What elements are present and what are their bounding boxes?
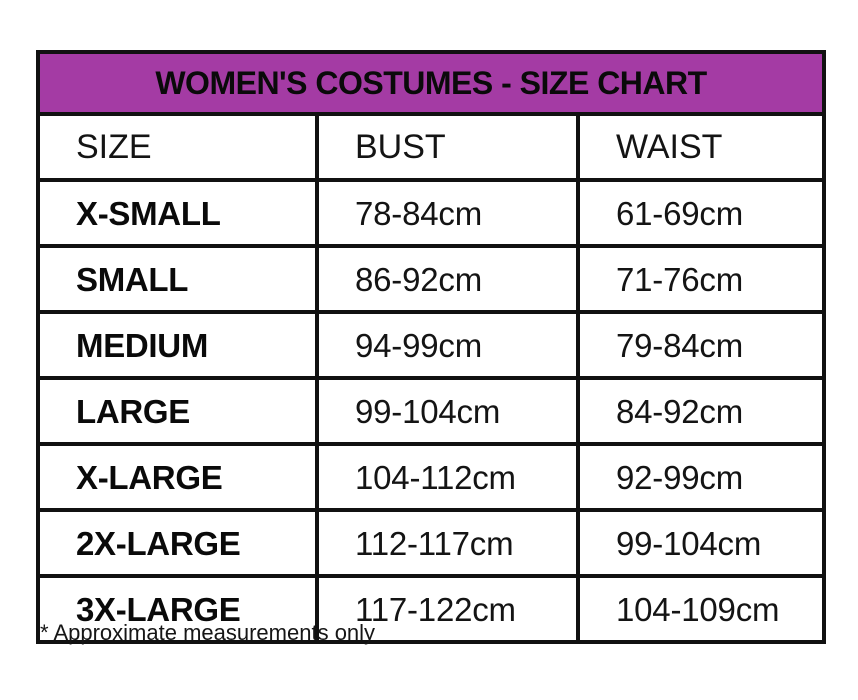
row-size-label: 3X-LARGE [76, 590, 241, 628]
row-size-label: 2X-LARGE [76, 524, 241, 562]
row-bust-value: 112-117cm [355, 524, 514, 562]
row-waist-cell: 71-76cm [578, 246, 825, 314]
row-size-cell: SMALL [38, 246, 319, 314]
row-size-label: LARGE [76, 392, 191, 430]
row-bust-value: 99-104cm [355, 392, 501, 430]
column-header-row: SIZE BUST WAIST [38, 114, 825, 182]
row-size-cell: X-SMALL [38, 180, 319, 248]
row-bust-cell: 112-117cm [317, 510, 580, 578]
column-header-size-cell: SIZE [38, 114, 319, 182]
row-bust-value: 104-112cm [355, 458, 516, 496]
chart-title-banner-row: WOMEN'S COSTUMES - SIZE CHART [38, 52, 825, 116]
row-size-label: X-LARGE [76, 458, 223, 496]
row-size-label: MEDIUM [76, 326, 209, 364]
chart-title-banner-cell: WOMEN'S COSTUMES - SIZE CHART [38, 52, 825, 116]
chart-title: WOMEN'S COSTUMES - SIZE CHART [155, 65, 707, 101]
row-bust-cell: 117-122cm [317, 576, 580, 642]
row-waist-value: 61-69cm [616, 194, 743, 232]
row-size-cell: X-LARGE [38, 444, 319, 512]
row-waist-cell: 104-109cm [578, 576, 825, 642]
row-size-label: SMALL [76, 260, 189, 298]
row-waist-cell: 92-99cm [578, 444, 825, 512]
row-bust-value: 94-99cm [355, 326, 482, 364]
row-waist-cell: 61-69cm [578, 180, 825, 248]
column-header-size: SIZE [76, 128, 152, 166]
row-bust-cell: 78-84cm [317, 180, 580, 248]
row-waist-cell: 84-92cm [578, 378, 825, 446]
row-bust-value: 117-122cm [355, 590, 516, 628]
row-waist-value: 99-104cm [616, 524, 762, 562]
row-bust-value: 78-84cm [355, 194, 482, 232]
measurements-footnote: * Approximate measurements only [40, 620, 376, 645]
row-waist-value: 79-84cm [616, 326, 743, 364]
column-header-bust: BUST [355, 128, 446, 166]
row-size-cell: MEDIUM [38, 312, 319, 380]
table-row: 3X-LARGE 117-122cm 104-109cm [38, 576, 825, 642]
table-row: X-LARGE 104-112cm 92-99cm [38, 444, 825, 512]
column-header-waist: WAIST [616, 128, 723, 166]
row-size-cell: LARGE [38, 378, 319, 446]
row-waist-cell: 99-104cm [578, 510, 825, 578]
row-waist-cell: 79-84cm [578, 312, 825, 380]
row-bust-cell: 99-104cm [317, 378, 580, 446]
table-row: 2X-LARGE 112-117cm 99-104cm [38, 510, 825, 578]
row-bust-cell: 86-92cm [317, 246, 580, 314]
table-row: SMALL 86-92cm 71-76cm [38, 246, 825, 314]
table-row: MEDIUM 94-99cm 79-84cm [38, 312, 825, 380]
table-row: X-SMALL 78-84cm 61-69cm [38, 180, 825, 248]
row-bust-value: 86-92cm [355, 260, 482, 298]
row-waist-value: 104-109cm [616, 590, 780, 628]
row-waist-value: 92-99cm [616, 458, 743, 496]
row-size-cell: 2X-LARGE [38, 510, 319, 578]
row-bust-cell: 94-99cm [317, 312, 580, 380]
row-size-label: X-SMALL [76, 194, 221, 232]
table-row: LARGE 99-104cm 84-92cm [38, 378, 825, 446]
row-waist-value: 84-92cm [616, 392, 743, 430]
row-size-cell: 3X-LARGE [38, 576, 319, 642]
column-header-waist-cell: WAIST [578, 114, 825, 182]
row-bust-cell: 104-112cm [317, 444, 580, 512]
column-header-bust-cell: BUST [317, 114, 580, 182]
row-waist-value: 71-76cm [616, 260, 743, 298]
womens-costume-size-chart-table: WOMEN'S COSTUMES - SIZE CHART SIZE BUST … [36, 50, 827, 644]
